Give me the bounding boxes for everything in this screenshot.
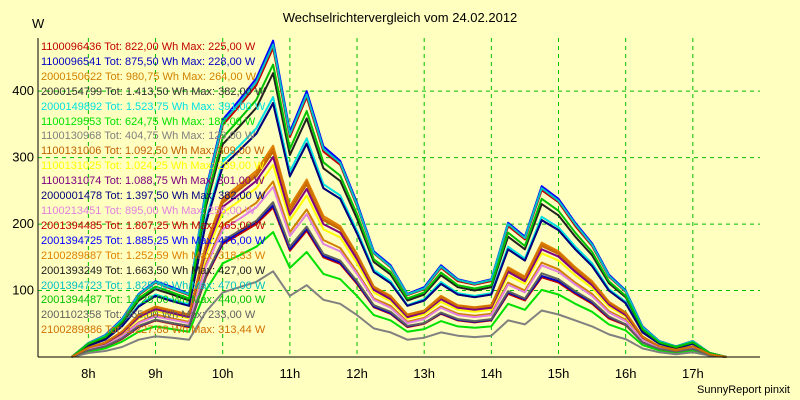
legend-item-17: 2001394723 Tot: 1.825,50 Wh Max: 470,00 … [41, 279, 266, 292]
series-line-18 [70, 63, 727, 358]
legend-item-16: 2001393249 Tot: 1.663,50 Wh Max: 427,00 … [41, 264, 266, 277]
x-tick-label-11h: 11h [279, 366, 300, 381]
y-tick-label-100: 100 [12, 283, 34, 298]
series-lines [70, 39, 727, 358]
legend-item-20: 2100289886 Tot: 1.227,88 Wh Max: 313,44 … [41, 324, 266, 337]
x-tick-label-8h: 8h [81, 366, 95, 381]
x-tick-label-9h: 9h [148, 366, 162, 381]
x-tick-label-10h: 10h [212, 366, 234, 381]
series-line-11 [71, 102, 727, 358]
legend-item-14: 2001394725 Tot: 1.885,25 Wh Max: 476,00 … [41, 234, 266, 247]
legend-item-2: 1100096541 Tot: 875,50 Wh Max: 228,00 W [41, 55, 256, 68]
legend-item-9: 1100131025 Tot: 1.024,25 Wh Max: 289,00 … [41, 160, 265, 173]
legend-item-8: 1100131006 Tot: 1.092,50 Wh Max: 309,00 … [41, 145, 265, 158]
y-tick-label-400: 400 [12, 83, 34, 98]
legend-item-11: 2000001478 Tot: 1.397,50 Wh Max: 382,00 … [41, 190, 266, 203]
x-tick-label-16h: 16h [615, 366, 637, 381]
series-line-20 [71, 148, 727, 358]
chart-title: Wechselrichtervergleich vom 24.02.2012 [282, 10, 518, 25]
x-tick-label-14h: 14h [480, 366, 502, 381]
legend-item-1: 1100096436 Tot: 822,00 Wh Max: 225,00 W [41, 41, 256, 53]
legend-item-15: 2100289887 Tot: 1.252,59 Wh Max: 318,33 … [41, 249, 266, 262]
legend-item-19: 2001102358 Tot: 865,00 Wh Max: 233,00 W [41, 309, 256, 322]
legend: 1100096436 Tot: 822,00 Wh Max: 225,00 W 1… [41, 40, 265, 338]
series-line-12 [71, 185, 727, 358]
series-line-17 [70, 43, 727, 358]
x-axis-ticks: 8h 9h 10h 11h 12h 13h 14h 15h 16h 17h [81, 366, 704, 381]
credit-text: SunnyReport pinxit [697, 384, 790, 396]
y-axis-ticks: 100 200 300 400 [12, 83, 34, 297]
series-line-7 [71, 270, 727, 358]
series-line-6 [71, 231, 727, 358]
legend-item-18: 2001394487 Tot: 1.728,00 Wh Max: 440,00 … [41, 294, 266, 307]
x-tick-label-13h: 13h [413, 366, 435, 381]
y-axis-unit: W [32, 16, 45, 31]
x-tick-label-17h: 17h [682, 366, 704, 381]
legend-item-13: 2001394485 Tot: 1.807,25 Wh Max: 465,00 … [41, 219, 266, 232]
series-line-3 [71, 180, 727, 358]
series-line-9 [71, 163, 727, 358]
legend-item-3: 2000150622 Tot: 980,75 Wh Max: 264,00 W [41, 70, 257, 83]
legend-item-10: 1100131074 Tot: 1.088,75 Wh Max: 301,00 … [41, 175, 265, 188]
series-line-16 [70, 72, 727, 358]
legend-item-12: 1100213451 Tot: 895,00 Wh Max: 256,00 W [41, 204, 256, 217]
legend-item-7: 1100130968 Tot: 404,75 Wh Max: 129,00 W [41, 130, 256, 143]
y-tick-label-300: 300 [12, 150, 34, 165]
x-tick-label-15h: 15h [548, 366, 570, 381]
x-tick-label-12h: 12h [346, 366, 368, 381]
legend-item-4: 2000154799 Tot: 1.413,50 Wh Max: 382,00 … [41, 85, 266, 98]
legend-item-5: 2000149892 Tot: 1.523,75 Wh Max: 391,00 … [41, 100, 266, 113]
series-line-19 [71, 201, 727, 358]
legend-item-6: 1100129553 Tot: 624,75 Wh Max: 188,00 W [41, 115, 256, 128]
y-tick-label-200: 200 [12, 216, 34, 231]
axes [37, 38, 760, 358]
series-line-10 [71, 156, 727, 358]
